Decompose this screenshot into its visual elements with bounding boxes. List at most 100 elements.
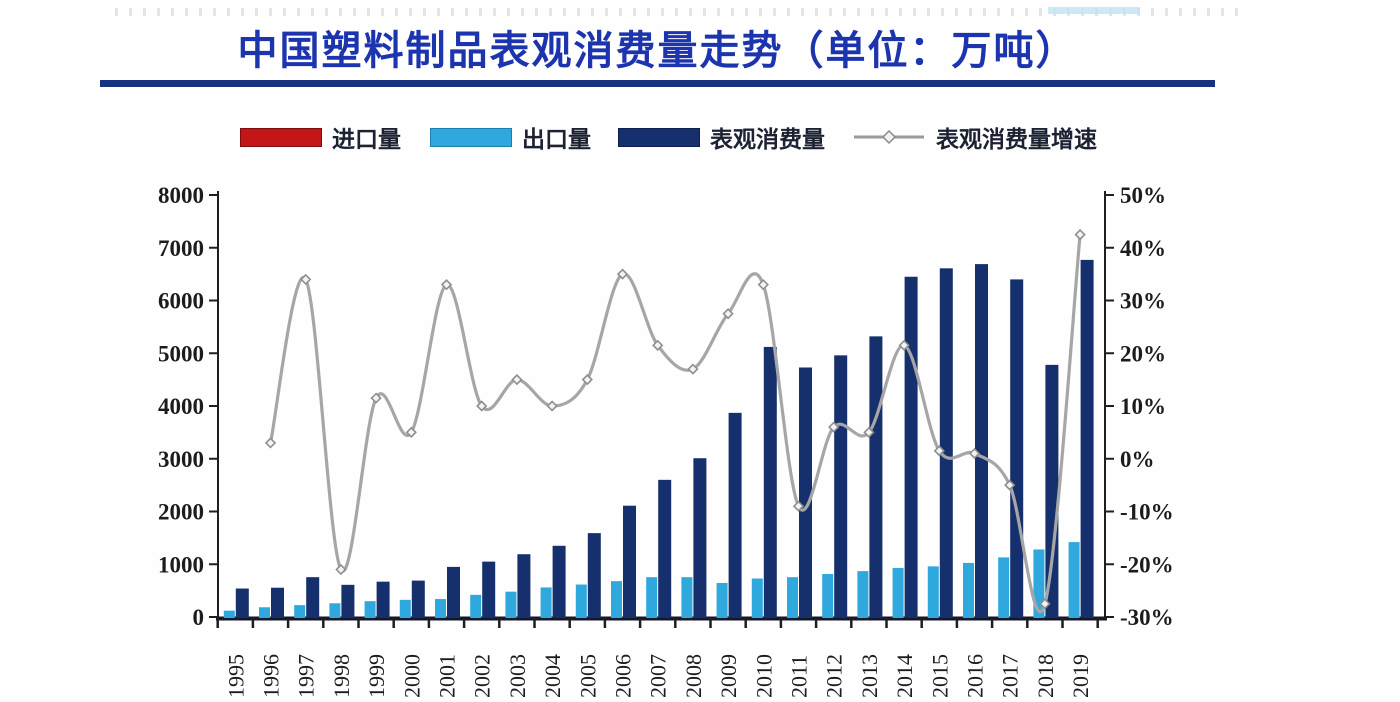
- right-axis-tick-label: 40%: [1120, 236, 1166, 261]
- x-axis-year-label: 2006: [611, 654, 636, 698]
- growth-rate-marker: [370, 392, 382, 404]
- bar-consumption-1998: [341, 584, 355, 618]
- bar-export-2012: [822, 574, 834, 618]
- x-axis-year-label: 2005: [575, 654, 600, 698]
- bar-export-2005: [575, 584, 587, 618]
- x-axis-year-label: 1995: [223, 654, 248, 698]
- page-title: 中国塑料制品表观消费量走势（单位：万吨）: [237, 28, 1078, 74]
- growth-rate-marker: [1004, 479, 1016, 491]
- growth-rate-marker: [792, 500, 805, 512]
- bar-export-2015: [927, 566, 939, 618]
- growth-rate-marker: [933, 445, 945, 457]
- cropped-highlight-artifact: [1048, 7, 1140, 14]
- bar-export-2002: [470, 594, 482, 618]
- bar-consumption-1999: [376, 581, 390, 618]
- growth-rate-marker: [863, 426, 875, 439]
- legend: 进口量 出口量 表观消费量 表观消费量增速: [0, 124, 1400, 158]
- legend-label-export: 出口量: [522, 127, 591, 153]
- x-axis-year-label: 2013: [857, 654, 882, 698]
- bar-consumption-2014: [904, 276, 918, 618]
- title-underline: [100, 80, 1215, 87]
- growth-rate-marker: [405, 426, 417, 439]
- left-axis-tick-label: 3000: [158, 447, 204, 472]
- bar-consumption-2016: [975, 264, 988, 618]
- x-axis-year-label: 2018: [1033, 654, 1058, 698]
- bar-export-2014: [892, 567, 904, 618]
- left-axis-tick-label: 8000: [158, 183, 204, 208]
- bar-export-1996: [259, 607, 270, 618]
- bar-export-2003: [505, 591, 517, 618]
- bar-consumption-2003: [517, 554, 531, 618]
- bar-export-2008: [681, 577, 693, 618]
- x-axis-year-label: 2017: [998, 654, 1023, 698]
- bar-consumption-2015: [939, 268, 953, 618]
- x-axis-year-label: 1999: [364, 654, 389, 698]
- x-axis-year-label: 2003: [505, 654, 530, 698]
- bar-export-2011: [787, 577, 798, 618]
- x-axis-year-label: 2001: [435, 654, 460, 698]
- x-axis-year-label: 2016: [963, 654, 988, 698]
- growth-rate-marker: [652, 339, 664, 351]
- growth-rate-marker: [546, 400, 558, 412]
- right-axis-tick-label: -10%: [1120, 500, 1174, 525]
- bar-export-2007: [646, 577, 658, 618]
- legend-item-growth: 表观消费量增速: [852, 124, 1097, 153]
- x-axis-year-label: 1998: [329, 654, 354, 698]
- bar-consumption-1997: [306, 577, 320, 618]
- growth-rate-marker: [1039, 598, 1051, 610]
- x-axis-year-label: 2010: [751, 654, 776, 698]
- legend-label-growth: 表观消费量增速: [936, 127, 1097, 153]
- bar-export-2000: [399, 599, 411, 618]
- bar-export-2001: [435, 599, 446, 618]
- x-axis-year-label: 2011: [787, 655, 812, 698]
- bar-consumption-2002: [482, 561, 496, 618]
- bar-consumption-1995: [235, 588, 249, 618]
- bar-consumption-2019: [1080, 259, 1094, 618]
- x-axis-year-label: 2015: [927, 654, 952, 698]
- growth-rate-marker: [828, 421, 840, 433]
- import-swatch: [240, 127, 322, 147]
- consumption-swatch: [618, 127, 700, 147]
- bar-consumption-2000: [411, 580, 425, 618]
- bar-consumption-2008: [693, 458, 707, 618]
- bar-export-2004: [540, 587, 552, 618]
- legend-label-consumption: 表观消费量: [710, 127, 825, 153]
- growth-rate-marker: [511, 373, 523, 386]
- bar-export-1999: [364, 601, 376, 618]
- left-axis-tick-label: 5000: [158, 341, 204, 366]
- right-axis-tick-label: 10%: [1120, 394, 1166, 419]
- bar-consumption-1996: [271, 587, 284, 618]
- right-axis-tick-label: 30%: [1120, 289, 1166, 314]
- x-axis-year-label: 1996: [259, 654, 284, 698]
- x-axis-year-label: 2000: [399, 654, 424, 698]
- growth-rate-marker: [968, 447, 981, 460]
- bar-export-2019: [1068, 542, 1080, 618]
- left-axis-tick-label: 7000: [158, 236, 204, 261]
- growth-rate-marker: [722, 308, 734, 320]
- bar-consumption-2013: [869, 336, 883, 618]
- bar-export-2017: [998, 557, 1010, 618]
- x-axis-year-label: 2007: [646, 654, 671, 698]
- growth-rate-marker: [581, 373, 593, 386]
- bar-consumption-2018: [1045, 364, 1059, 618]
- bar-consumption-2001: [447, 566, 460, 618]
- export-swatch: [430, 127, 512, 147]
- growth-rate-marker: [687, 363, 699, 375]
- x-axis-year-label: 2009: [716, 654, 741, 698]
- bar-consumption-2007: [658, 479, 672, 618]
- bar-export-2010: [751, 578, 763, 618]
- x-axis-year-label: 2004: [540, 654, 565, 698]
- growth-rate-line: [268, 233, 1082, 614]
- growth-rate-marker: [440, 279, 453, 291]
- right-axis-tick-label: -30%: [1120, 605, 1174, 630]
- left-axis-tick-label: 2000: [158, 500, 204, 525]
- growth-rate-marker: [476, 400, 488, 412]
- bar-export-1998: [329, 603, 341, 618]
- bar-consumption-2006: [623, 505, 636, 618]
- left-axis-tick-label: 0: [193, 605, 205, 630]
- growth-rate-marker: [616, 268, 629, 280]
- bar-consumption-2012: [834, 355, 848, 618]
- left-axis-tick-label: 4000: [158, 394, 204, 419]
- growth-rate-marker: [264, 437, 277, 449]
